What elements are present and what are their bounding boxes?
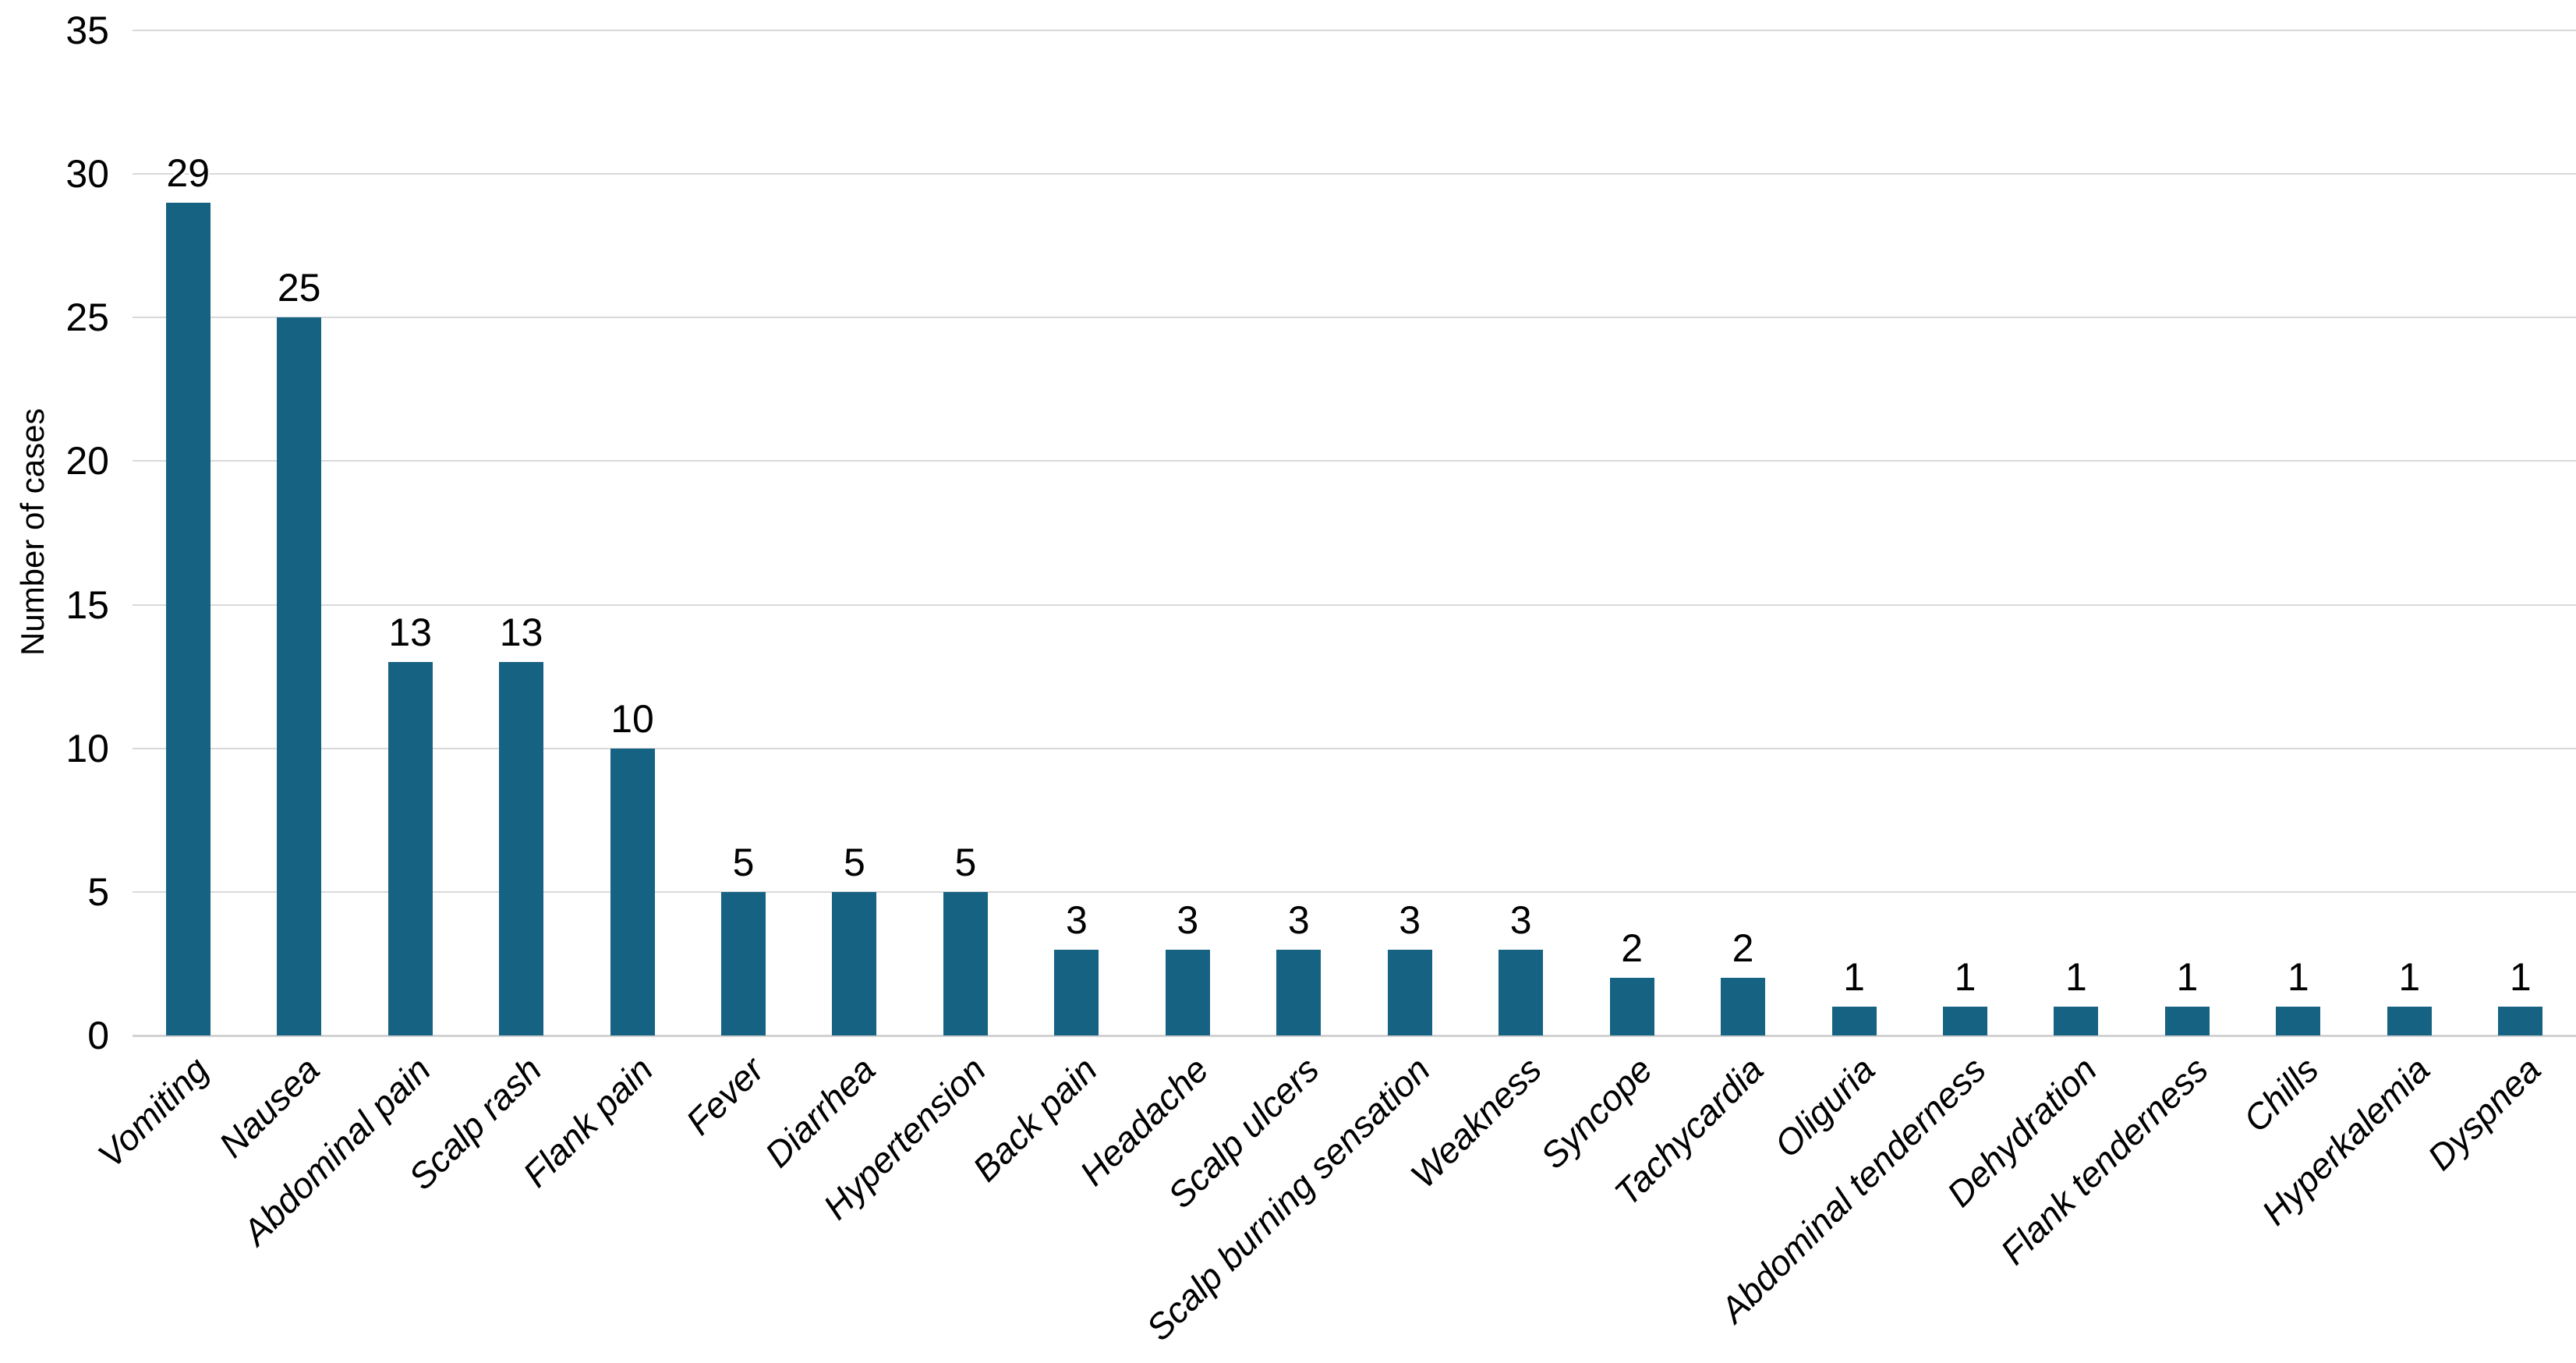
bar-band: 1 Dehydration xyxy=(1939,30,2132,1214)
bar-value-label: 29 xyxy=(166,150,211,195)
bar-value-label: 10 xyxy=(610,696,654,741)
bar xyxy=(1942,1007,1987,1036)
bar xyxy=(2498,1007,2543,1036)
gridline-y-20 xyxy=(133,460,2576,462)
bar xyxy=(1721,978,1766,1036)
x-category-label: Dyspnea xyxy=(2419,1049,2549,1178)
bar xyxy=(2276,1007,2321,1036)
gridline-y-15 xyxy=(133,604,2576,606)
y-tick-label-35: 35 xyxy=(65,9,109,52)
bar xyxy=(1165,949,1210,1036)
bar-band: 1 Abdominal tenderness xyxy=(1712,30,2020,1330)
bar-value-label: 25 xyxy=(277,266,321,310)
bar-band: 1 Flank tenderness xyxy=(1992,30,2242,1272)
gridline-y-10 xyxy=(133,747,2576,749)
bar xyxy=(2054,1007,2099,1036)
y-tick-label-10: 10 xyxy=(65,726,109,770)
y-tick-label-20: 20 xyxy=(65,439,109,483)
bar-value-label: 3 xyxy=(1509,897,1532,942)
bar-value-label: 1 xyxy=(1843,955,1865,1000)
x-category-label: Vomiting xyxy=(90,1049,217,1176)
y-tick-label-5: 5 xyxy=(87,869,109,914)
y-tick-label-30: 30 xyxy=(65,152,109,196)
bar-band: 1 Oliguria xyxy=(1766,30,1909,1165)
bar-value-label: 1 xyxy=(1954,955,1976,1000)
bar-band: 10 Flank pain xyxy=(515,30,688,1195)
bar-value-label: 1 xyxy=(2065,955,2087,1000)
bar xyxy=(2164,1007,2210,1036)
bar-value-label: 3 xyxy=(1287,897,1310,942)
x-category-label: Chills xyxy=(2235,1049,2327,1140)
bar-band: 13 Scalp rash xyxy=(401,30,576,1198)
x-category-label: Abdominal pain xyxy=(235,1049,439,1253)
plot-area: 29 Vomiting 25 Nausea 13 Abdominal pain 13 Scal… xyxy=(90,30,2576,1349)
bar xyxy=(610,748,655,1036)
bar-band: 5 Diarrhea xyxy=(756,30,910,1175)
bar xyxy=(1499,949,1544,1036)
x-category-label: Nausea xyxy=(211,1049,327,1166)
bar xyxy=(387,662,433,1036)
bar-band: 5 Fever xyxy=(678,30,798,1142)
bar-value-label: 2 xyxy=(1732,926,1754,971)
bar-value-label: 1 xyxy=(2398,955,2421,1000)
bar-value-label: 1 xyxy=(2287,955,2309,1000)
bar xyxy=(1831,1007,1877,1036)
bar-band: 2 Syncope xyxy=(1533,30,1687,1176)
bar-band: 3 Scalp burning sensation xyxy=(1138,30,1465,1349)
x-category-label: Fever xyxy=(678,1049,772,1143)
bar xyxy=(1276,949,1322,1036)
bar-band: 13 Abdominal pain xyxy=(235,30,465,1252)
bar-value-label: 5 xyxy=(844,840,865,884)
bar-band: 3 Weakness xyxy=(1403,30,1576,1196)
bar-value-label: 1 xyxy=(2176,955,2199,1000)
bar-value-label: 13 xyxy=(499,611,543,655)
bar-value-label: 3 xyxy=(1065,897,1088,942)
bar-value-label: 3 xyxy=(1177,897,1199,942)
gridline-y-25 xyxy=(133,317,2576,319)
bar-band: 2 Tachycardia xyxy=(1607,30,1798,1213)
gridline-y-35 xyxy=(133,30,2576,31)
bar-value-label: 5 xyxy=(954,840,977,884)
bar-value-label: 5 xyxy=(732,840,755,884)
bar xyxy=(499,662,544,1036)
bar xyxy=(2387,1007,2432,1036)
bar-value-label: 2 xyxy=(1621,926,1644,971)
y-tick-label-25: 25 xyxy=(65,296,109,340)
bar xyxy=(1609,978,1654,1036)
x-category-label: Oliguria xyxy=(1766,1049,1883,1166)
gridline-y-0 xyxy=(133,1035,2576,1037)
bar xyxy=(832,891,877,1036)
bar-band: 1 Dyspnea xyxy=(2420,30,2576,1177)
bar-band: 1 Hyperkalemia xyxy=(2254,30,2465,1233)
gridline-y-5 xyxy=(133,890,2576,893)
bar-value-label: 3 xyxy=(1399,897,1421,942)
bar xyxy=(943,891,988,1036)
bar xyxy=(1054,949,1099,1036)
bars-container: 29 Vomiting 25 Nausea 13 Abdominal pain 13 Scal… xyxy=(90,30,2576,1349)
bar xyxy=(1387,949,1432,1036)
bar-band: 3 Headache xyxy=(1071,30,1243,1194)
y-tick-label-15: 15 xyxy=(65,582,109,627)
bar-value-label: 13 xyxy=(388,611,432,655)
bar xyxy=(277,317,322,1036)
bar-value-label: 1 xyxy=(2509,955,2532,1000)
bar xyxy=(165,202,211,1036)
bar-band: 29 Vomiting xyxy=(90,30,243,1175)
y-tick-label-0: 0 xyxy=(87,1014,109,1057)
bar-band: 1 Chills xyxy=(2236,30,2354,1139)
bar-band: 3 Back pain xyxy=(964,30,1132,1189)
bar xyxy=(721,891,766,1036)
bar-band: 5 Hypertension xyxy=(816,30,1021,1227)
gridline-y-30 xyxy=(133,173,2576,175)
bar-band: 25 Nausea xyxy=(211,30,354,1165)
x-category-label: Flank tenderness xyxy=(1992,1049,2216,1273)
bar-band: 3 Scalp ulcers xyxy=(1160,30,1354,1216)
